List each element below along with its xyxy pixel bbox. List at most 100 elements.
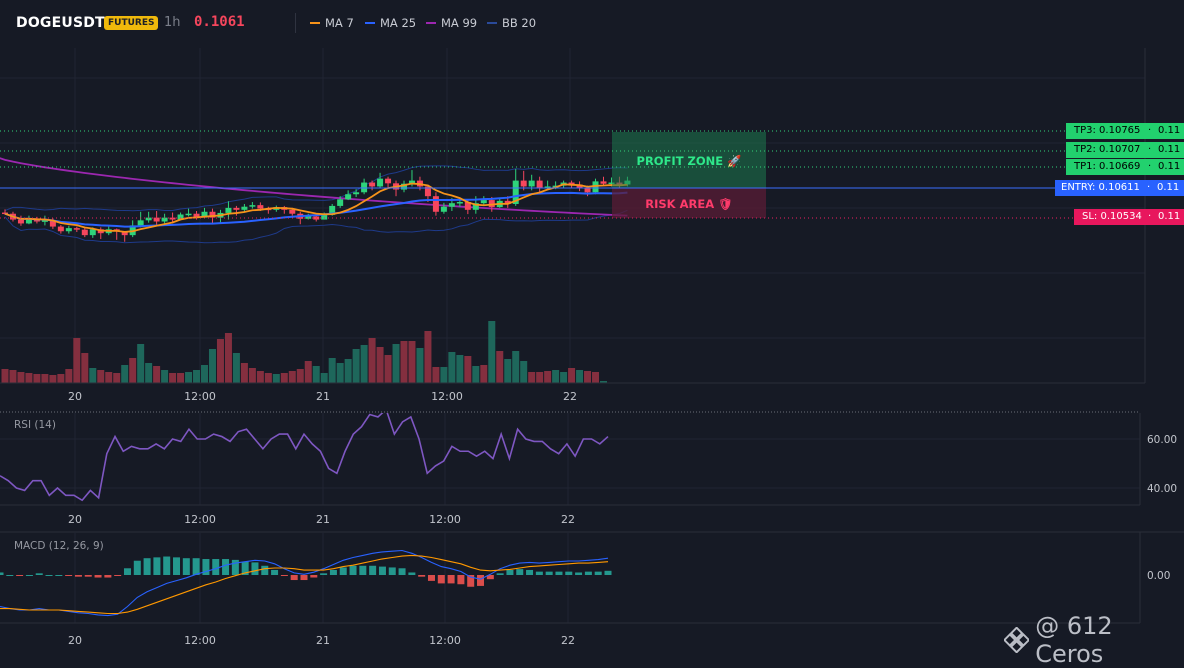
rsi-panel[interactable]: RSI (14) 60.00 40.00 20 12:00 21 12:00 2… [0, 413, 1184, 531]
volume-bar [208, 349, 216, 383]
candle-body [193, 213, 200, 218]
candle-body [488, 200, 495, 208]
timeframe-label[interactable]: 1h [164, 15, 181, 30]
legend-ma25[interactable]: MA 25 [365, 16, 416, 30]
volume-bar [480, 365, 488, 383]
macd-hist-bar [486, 575, 494, 580]
macd-tick-zero: 0.00 [1147, 570, 1170, 582]
macd-time-22: 22 [561, 634, 575, 647]
macd-line [0, 549, 609, 617]
tp2-price-box[interactable]: TP2: 0.10707 · 0.11 [1066, 142, 1184, 158]
volume-bar [264, 373, 272, 383]
candle-body [337, 199, 344, 206]
tp3-size: 0.11 [1158, 125, 1181, 136]
macd-grid [74, 532, 569, 623]
candle-body [321, 214, 328, 220]
tp2-size: 0.11 [1158, 144, 1181, 155]
volume-bar [408, 341, 416, 383]
legend-ma99[interactable]: MA 99 [426, 16, 477, 30]
candle-body [608, 182, 615, 185]
volume-bar [576, 370, 584, 383]
macd-hist-bar [133, 560, 141, 575]
candle-body [448, 203, 455, 207]
binance-logo-icon [1004, 627, 1030, 653]
macd-hist-bar [545, 571, 553, 575]
macd-hist-bar [192, 558, 200, 575]
candle-body [89, 229, 96, 236]
ma7-swatch [310, 22, 320, 24]
entry-price-box[interactable]: ENTRY: 0.10611 · 0.11 [1055, 180, 1184, 196]
volume-bar [256, 371, 264, 383]
volume-bar [113, 373, 121, 383]
macd-hist-bar [369, 565, 377, 575]
ma99-swatch [426, 22, 436, 24]
symbol-label[interactable]: DOGEUSDT [16, 15, 105, 31]
macd-hist-bar [408, 572, 416, 575]
macd-hist-bar [143, 558, 151, 575]
ma7-label: MA 7 [325, 16, 354, 30]
candle-body [528, 180, 535, 187]
rsi-time-21: 21 [316, 513, 330, 526]
candle-body [225, 207, 232, 213]
macd-hist-bar [506, 569, 514, 575]
volume-bar [392, 344, 400, 383]
candle-body [353, 192, 360, 195]
volume-bar [352, 349, 360, 383]
entry-size: 0.11 [1157, 182, 1180, 193]
volume-bar [440, 367, 448, 383]
macd-hist-bar [114, 575, 122, 576]
candle-body [401, 183, 407, 190]
macd-hist-bar [280, 575, 288, 576]
rsi-title: RSI (14) [14, 419, 56, 431]
sl-size: 0.11 [1158, 211, 1181, 222]
candle-body [432, 196, 439, 212]
volume-bar [288, 371, 296, 383]
macd-time-21: 21 [316, 634, 330, 647]
volume-bar [97, 370, 105, 383]
risk-zone [612, 188, 766, 218]
profit-zone-label: PROFIT ZONE 🚀 [637, 154, 743, 168]
volume-bar [272, 374, 280, 383]
candle-body [209, 211, 216, 218]
watermark-text: @ 612 Ceros [1035, 612, 1113, 668]
volume-bar [145, 363, 153, 383]
volume-bar [328, 358, 336, 383]
volume-bar [336, 363, 344, 383]
legend-bb20[interactable]: BB 20 [487, 16, 536, 30]
sl-label: SL: 0.10534 [1082, 211, 1142, 222]
macd-hist-bar [300, 575, 308, 581]
tp1-price-box[interactable]: TP1: 0.10669 · 0.11 [1066, 159, 1184, 175]
volume-bar [584, 371, 592, 383]
volume-bar [384, 355, 392, 383]
bb-upper-line [4, 165, 628, 212]
volume-bar [89, 368, 97, 383]
volume-bar [536, 372, 544, 383]
bb-lower-line [4, 209, 628, 244]
tp2-label: TP2: 0.10707 [1074, 144, 1141, 155]
volume-bar [65, 369, 73, 383]
tp3-label: TP3: 0.10765 [1074, 125, 1141, 136]
candle-body [161, 217, 168, 222]
macd-hist-bar [604, 570, 612, 575]
macd-hist-bar [398, 568, 406, 575]
ma25-polyline [4, 191, 628, 228]
price-chart[interactable]: PROFIT ZONE 🚀 RISK AREA 🛡 20 12:00 21 12… [0, 48, 1184, 413]
macd-hist-bar [6, 575, 14, 576]
macd-panel[interactable]: MACD (12, 26, 9) 0.00 20 12:00 21 12:00 … [0, 531, 1184, 653]
candle-body [2, 212, 8, 215]
volume-bar [376, 347, 384, 383]
last-price: 0.1061 [194, 14, 245, 30]
candle-body [177, 214, 184, 220]
macd-hist-bar [153, 557, 161, 575]
macd-hist-bar [526, 569, 534, 575]
macd-hist-bar [388, 567, 396, 575]
candle-body [257, 205, 264, 209]
macd-hist-bar [290, 575, 298, 581]
tp3-price-box[interactable]: TP3: 0.10765 · 0.11 [1066, 123, 1184, 139]
candle-body [57, 226, 64, 232]
sl-price-box[interactable]: SL: 0.10534 · 0.11 [1074, 209, 1184, 225]
legend-ma7[interactable]: MA 7 [310, 16, 354, 30]
volume-bar [528, 372, 536, 383]
candle-body [568, 182, 575, 185]
macd-hist-bar [94, 575, 102, 578]
